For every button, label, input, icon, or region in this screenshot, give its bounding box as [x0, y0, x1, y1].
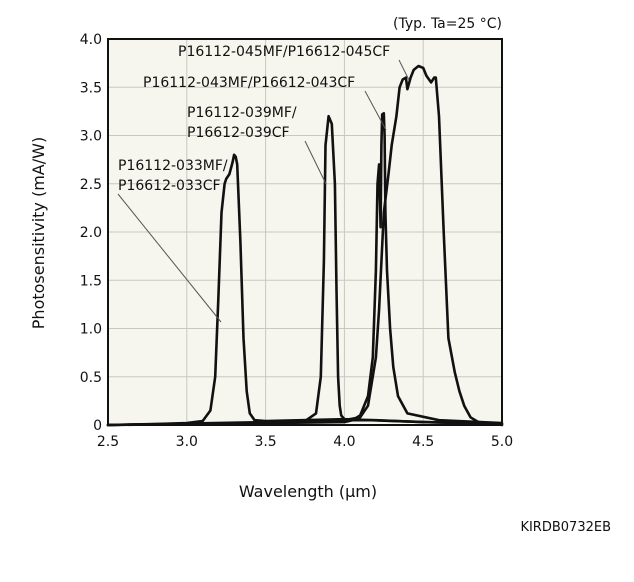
figure-code: KIRDB0732EB: [520, 520, 611, 535]
series-label-039: P16612-039CF: [187, 125, 290, 141]
y-tick-label: 1.0: [80, 322, 102, 338]
series-line-033: [106, 153, 504, 427]
y-axis-ticks: 0 0.5 1.0 1.5 2.0 2.5 3.0 3.5 4.0: [80, 32, 102, 434]
leader-line-033: [117, 193, 222, 323]
series-lines: [106, 64, 504, 427]
y-tick-label: 0.5: [80, 370, 102, 386]
leader-line-043: [364, 90, 387, 131]
y-tick-label: 1.5: [80, 273, 102, 289]
y-tick-label: 3.0: [80, 129, 102, 145]
x-axis-ticks: 2.5 3.0 3.5 4.0 4.5 5.0: [97, 434, 513, 450]
leader-line-045: [398, 59, 410, 81]
series-label-043: P16112-043MF/P16612-043CF: [143, 75, 355, 91]
condition-note: (Typ. Ta=25 °C): [393, 16, 502, 32]
y-tick-label: 2.0: [80, 225, 102, 241]
y-tick-label: 3.5: [80, 80, 102, 96]
y-tick-label: 2.5: [80, 177, 102, 193]
y-axis-label: Photosensitivity (mA/W): [29, 137, 48, 329]
x-tick-label: 5.0: [491, 434, 513, 450]
series-label-045: P16112-045MF/P16612-045CF: [178, 44, 390, 60]
series-label-039: P16112-039MF/: [187, 105, 297, 121]
x-axis-label: Wavelength (μm): [239, 482, 377, 501]
x-tick-label: 4.5: [412, 434, 434, 450]
x-tick-label: 2.5: [97, 434, 119, 450]
series-label-033: P16112-033MF/: [118, 158, 228, 174]
x-tick-label: 3.0: [176, 434, 198, 450]
leader-line-039: [304, 140, 327, 185]
series-annotations: P16112-033MF/P16612-033CF P16112-039MF/P1…: [117, 44, 410, 323]
y-tick-label: 4.0: [80, 32, 102, 48]
series-label-033: P16612-033CF: [118, 178, 221, 194]
plot-frame: [107, 38, 503, 426]
x-tick-label: 3.5: [254, 434, 276, 450]
series-line-045: [106, 64, 504, 427]
x-tick-label: 4.0: [333, 434, 355, 450]
y-tick-label: 0: [93, 418, 102, 434]
